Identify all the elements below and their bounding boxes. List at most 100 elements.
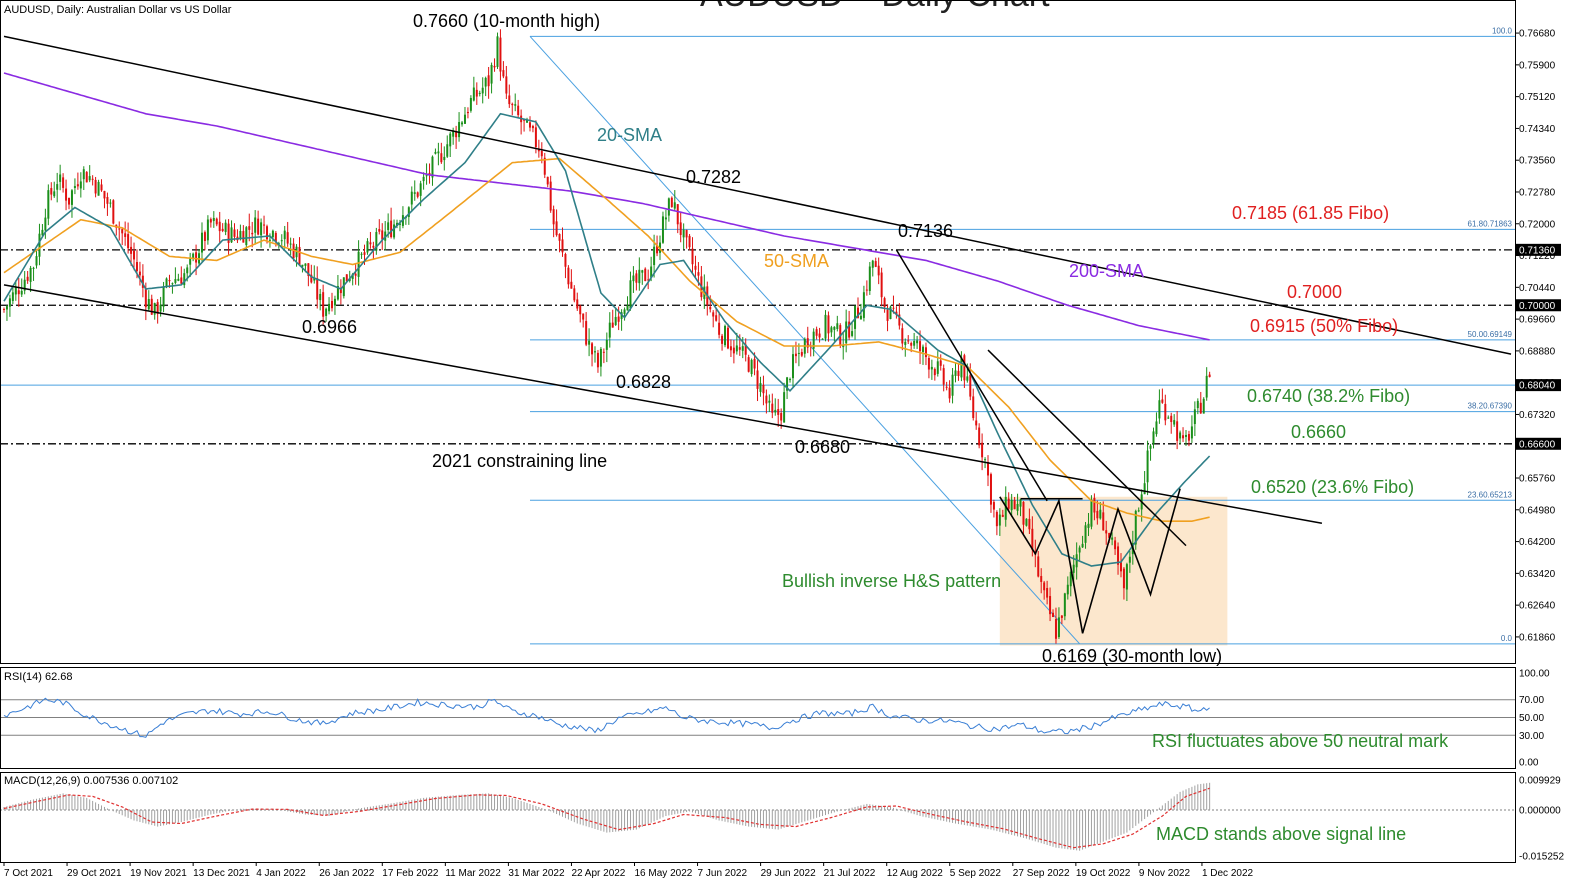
candle-body: [144, 288, 147, 308]
candle-body: [1007, 498, 1010, 509]
candle-body: [682, 229, 685, 238]
candle-body: [1161, 399, 1164, 403]
candle-body: [724, 325, 727, 346]
candle-body: [1111, 537, 1114, 540]
candle-body: [1013, 499, 1016, 510]
level-price-tag: [1516, 299, 1561, 312]
candle-body: [141, 275, 144, 288]
candle-body: [791, 354, 794, 379]
candle-body: [91, 178, 94, 180]
candle-body: [851, 331, 854, 336]
date-tick-label: 29 Oct 2021: [67, 868, 122, 879]
candle-body: [868, 266, 871, 292]
candle-body: [638, 269, 641, 284]
candle-body: [930, 366, 933, 370]
candle-body: [534, 127, 537, 147]
candle-body: [957, 370, 960, 377]
candle-body: [969, 374, 972, 397]
candle-body: [475, 89, 478, 97]
candle-body: [70, 190, 73, 205]
date-tick-label: 31 Mar 2022: [508, 868, 565, 879]
candle-body: [641, 270, 644, 273]
candle-body: [265, 226, 268, 240]
candle-body: [41, 229, 44, 236]
candle-body: [434, 151, 437, 154]
candle-body: [922, 346, 925, 353]
trendline-descending-trendline-1: [895, 249, 1048, 502]
price-tick-label: 0.70440: [1519, 283, 1556, 294]
candle-body: [824, 314, 827, 339]
candle-body: [508, 95, 511, 105]
candle-body: [596, 352, 599, 368]
candle-body: [623, 309, 626, 314]
candle-body: [871, 260, 874, 268]
candle-body: [366, 241, 369, 253]
candle-body: [1202, 398, 1205, 414]
candle-body: [440, 153, 443, 163]
date-tick-label: 7 Jun 2022: [698, 868, 748, 879]
candle-body: [1105, 530, 1108, 534]
candle-body: [251, 232, 254, 235]
candle-body: [463, 114, 466, 124]
rsi-panel-border: [0, 667, 1516, 769]
candle-body: [883, 298, 886, 307]
candle-body: [667, 198, 670, 216]
candle-body: [218, 221, 221, 232]
candle-body: [224, 222, 227, 232]
candle-body: [1046, 587, 1049, 598]
candle-body: [561, 239, 564, 253]
candle-body: [333, 298, 336, 306]
candle-body: [328, 303, 331, 312]
candle-body: [112, 200, 115, 224]
price-tick-label: 0.64200: [1519, 537, 1556, 548]
candle-body: [1182, 435, 1185, 439]
rsi-tick-label: 0.00: [1519, 758, 1539, 769]
candle-body: [449, 133, 452, 147]
candle-body: [777, 409, 780, 415]
candle-body: [425, 175, 428, 177]
candle-body: [422, 176, 425, 182]
candle-body: [738, 347, 741, 350]
level-price-tag: [1516, 243, 1561, 256]
level-price-tag-label: 0.71360: [1519, 245, 1556, 256]
candle-body: [1185, 434, 1187, 437]
candle-body: [416, 192, 419, 197]
candle-body: [245, 227, 248, 246]
candle-body: [310, 274, 313, 283]
candle-body: [653, 246, 656, 266]
candle-body: [585, 321, 588, 345]
macd-tick-label: 0.000000: [1519, 805, 1561, 816]
candle-body: [901, 328, 904, 344]
candle-body: [1075, 554, 1078, 568]
date-tick-label: 12 Aug 2022: [887, 868, 944, 879]
candle-body: [1001, 514, 1004, 517]
annotation-label: 0.7282: [686, 167, 741, 187]
candle-body: [644, 268, 647, 282]
price-tick-label: 0.71220: [1519, 251, 1556, 262]
candle-body: [916, 340, 919, 344]
candle-body: [691, 248, 694, 265]
candle-body: [180, 277, 183, 284]
candle-body: [759, 383, 762, 392]
main-panel-border: [0, 0, 1516, 664]
date-tick-label: 1 Dec 2022: [1202, 868, 1254, 879]
macd-label: MACD(12,26,9) 0.007536 0.007102: [4, 775, 178, 787]
candle-body: [1087, 523, 1090, 528]
candle-body: [892, 307, 895, 309]
candle-body: [387, 222, 390, 231]
annotation-label: 0.6915 (50% Fibo): [1250, 316, 1398, 336]
candle-body: [68, 197, 71, 205]
candle-body: [712, 312, 715, 317]
chart-title: AUDUSD – Daily Chart: [700, 0, 1050, 14]
candle-body: [650, 266, 653, 278]
candle-body: [336, 285, 339, 300]
level-price-tag-label: 0.68040: [1519, 381, 1556, 392]
candle-body: [774, 409, 777, 413]
candle-body: [502, 70, 505, 77]
candle-body: [865, 289, 868, 291]
candle-body: [963, 355, 966, 381]
candle-body: [1155, 421, 1158, 435]
candle-body: [17, 290, 20, 295]
candle-body: [260, 222, 263, 236]
candle-body: [133, 250, 136, 260]
